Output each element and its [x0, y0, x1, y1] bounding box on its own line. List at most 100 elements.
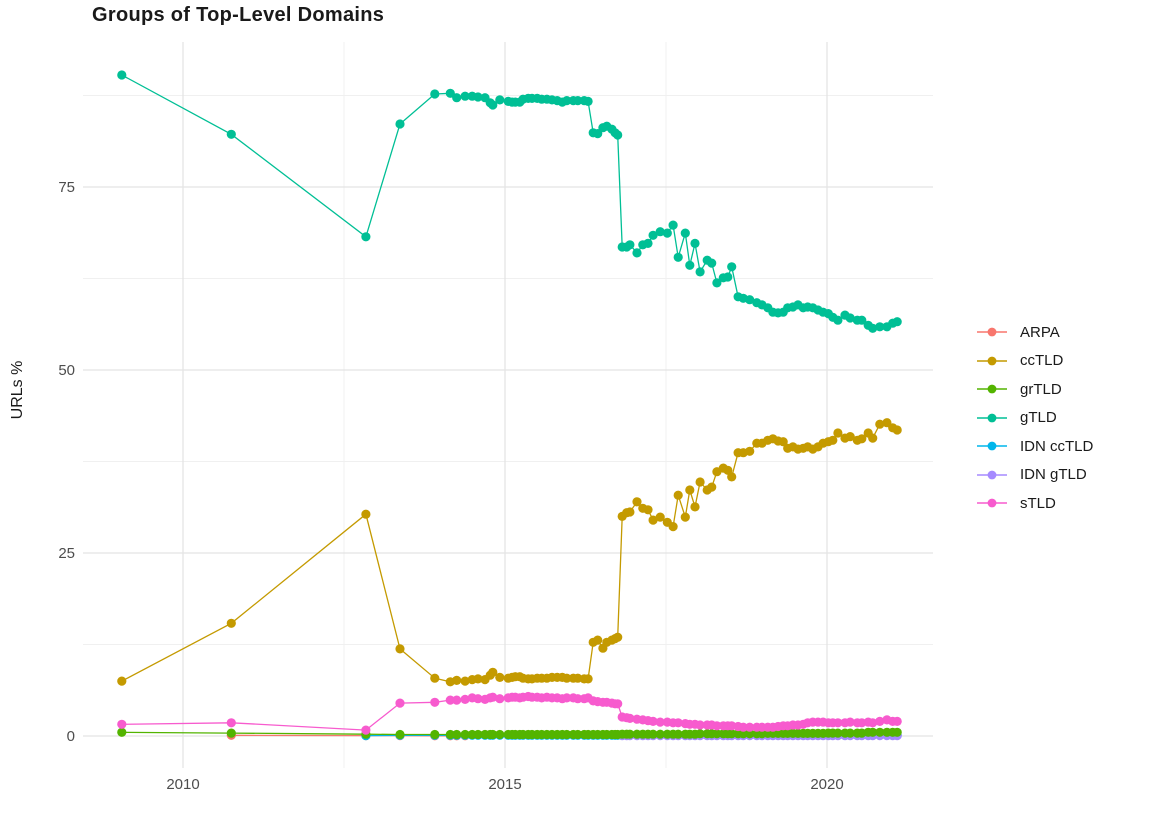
data-point	[685, 485, 695, 495]
plot-title: Groups of Top-Level Domains	[92, 4, 385, 26]
data-point	[573, 96, 583, 106]
data-point	[395, 644, 405, 654]
data-point	[625, 713, 635, 724]
data-point	[868, 727, 878, 737]
y-axis-title: URLs %	[9, 361, 26, 420]
data-point	[833, 315, 843, 325]
y-tick-label: 75	[58, 179, 75, 196]
data-point	[695, 720, 705, 730]
data-point	[460, 91, 470, 101]
data-point	[226, 718, 236, 728]
legend-key-point	[987, 498, 997, 508]
data-point	[488, 729, 498, 740]
data-point	[662, 228, 672, 238]
series-cctld	[117, 418, 902, 687]
legend-key-point	[987, 384, 997, 394]
data-point	[655, 729, 665, 739]
data-point	[583, 96, 593, 106]
data-point	[430, 673, 440, 683]
data-point	[117, 70, 127, 80]
series-line	[121, 74, 898, 329]
data-point	[727, 729, 737, 739]
data-point	[673, 490, 683, 500]
legend-item-gtld: gTLD	[977, 404, 1093, 433]
data-point	[430, 89, 440, 99]
legend-item-idn-gtld: IDN gTLD	[977, 461, 1093, 490]
legend-item-idn-cctld: IDN ccTLD	[977, 432, 1093, 461]
legend-key-arpa	[977, 327, 1007, 337]
data-point	[488, 100, 498, 110]
data-point	[673, 729, 683, 739]
legend-key-point	[987, 441, 997, 451]
data-point	[226, 618, 236, 628]
data-point	[445, 695, 455, 705]
data-point	[395, 119, 405, 129]
legend-key-idn-cctld	[977, 441, 1007, 451]
data-point	[488, 692, 498, 702]
data-point	[226, 129, 236, 139]
legend-label: ccTLD	[1020, 352, 1064, 370]
data-point	[452, 695, 462, 705]
series-stld	[117, 691, 902, 735]
data-point	[727, 472, 737, 482]
data-point	[361, 725, 371, 735]
legend-label: sTLD	[1020, 494, 1056, 512]
data-point	[845, 728, 855, 738]
data-point	[395, 698, 405, 708]
data-point	[668, 522, 678, 532]
data-point	[892, 317, 902, 327]
gridlines-major	[83, 42, 933, 768]
data-point	[833, 728, 843, 738]
legend-item-cctld: ccTLD	[977, 347, 1093, 376]
data-point	[655, 717, 665, 727]
data-point	[460, 729, 470, 740]
data-point	[430, 729, 440, 740]
data-point	[473, 674, 483, 684]
data-point	[845, 313, 855, 323]
data-point	[655, 227, 665, 237]
y-tick-label: 25	[58, 545, 75, 562]
data-point	[632, 497, 642, 507]
data-point	[460, 676, 470, 686]
data-point	[573, 694, 583, 704]
data-point	[632, 248, 642, 258]
data-point	[892, 716, 902, 727]
legend: ARPA ccTLD grTLD gTLD IDN ccTLD IDN gTLD sTLD	[977, 318, 1093, 518]
data-point	[655, 512, 665, 522]
data-point	[738, 729, 748, 739]
data-point	[117, 676, 127, 686]
legend-item-grtld: grTLD	[977, 375, 1093, 404]
data-point	[473, 729, 483, 740]
data-point	[648, 716, 658, 727]
data-point	[695, 729, 705, 739]
data-point	[712, 721, 722, 731]
data-point	[727, 262, 737, 272]
data-point	[430, 697, 440, 707]
data-point	[738, 722, 748, 732]
data-point	[562, 96, 572, 106]
data-point	[361, 509, 371, 519]
data-point	[707, 482, 717, 492]
data-point	[445, 729, 455, 740]
data-point	[680, 512, 690, 522]
data-point	[833, 428, 843, 438]
data-point	[452, 93, 462, 103]
x-tick-label: 2010	[166, 776, 199, 793]
data-point	[778, 437, 788, 447]
data-point	[562, 693, 572, 703]
data-point	[613, 699, 623, 709]
y-tick-label: 50	[58, 362, 75, 379]
data-point	[625, 507, 635, 517]
data-point	[833, 718, 843, 728]
data-point	[562, 729, 572, 740]
data-point	[745, 446, 755, 456]
legend-key-cctld	[977, 356, 1007, 366]
data-point	[583, 674, 593, 684]
data-point	[875, 716, 885, 727]
data-point	[460, 694, 470, 705]
data-point	[117, 727, 127, 737]
legend-label: ARPA	[1020, 323, 1060, 341]
data-point	[668, 220, 678, 230]
legend-key-idn-gtld	[977, 470, 1007, 480]
x-tick-label: 2020	[810, 776, 843, 793]
